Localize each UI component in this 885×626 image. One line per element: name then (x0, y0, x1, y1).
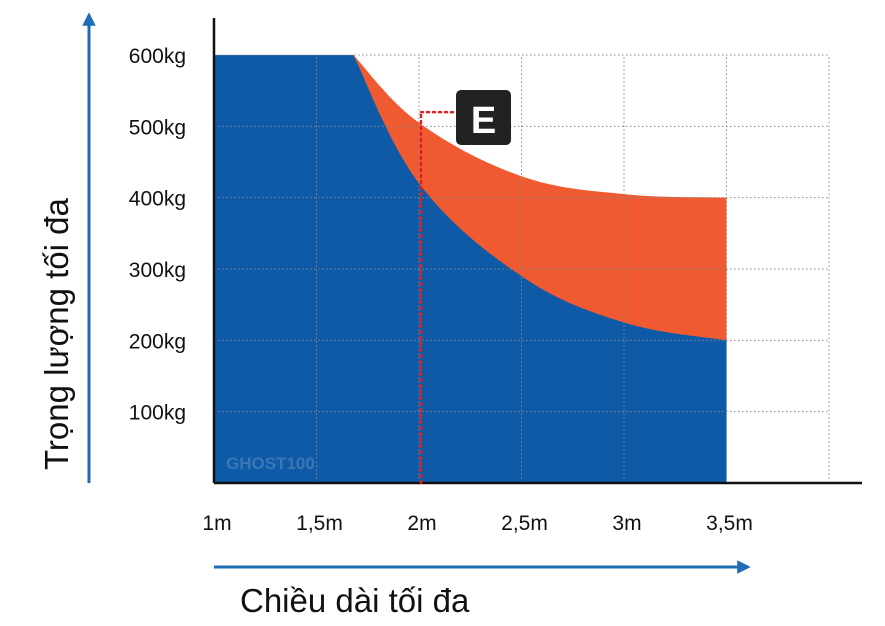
x-tick-label: 1,5m (296, 512, 343, 535)
y-axis-title: Trọng lượng tối đa (38, 198, 75, 470)
y-tick-label: 500kg (129, 116, 186, 139)
x-tick-label: 3,5m (706, 512, 753, 535)
y-tick-label: 100kg (129, 402, 186, 425)
tick-labels: 1m 1,5m 2m 2,5m 3m 3,5m 100kg 200kg 300kg 400kg 50… (129, 45, 753, 535)
x-axis-title: Chiều dài tối đa (240, 582, 470, 619)
x-tick-label: 2m (407, 512, 436, 535)
annotation-layer: E (419, 90, 511, 485)
y-tick-label: 300kg (129, 259, 186, 282)
y-tick-label: 600kg (129, 45, 186, 68)
annotation-label: E (471, 100, 496, 142)
y-tick-label: 400kg (129, 188, 186, 211)
y-tick-label: 200kg (129, 330, 186, 353)
annotation-badge (456, 90, 511, 145)
watermark-text: GHOST100 (226, 454, 315, 473)
grid-layer (214, 54, 830, 483)
x-tick-label: 2,5m (501, 512, 548, 535)
x-tick-label: 3m (612, 512, 641, 535)
x-tick-label: 1m (202, 512, 231, 535)
axes-layer (212, 18, 862, 485)
